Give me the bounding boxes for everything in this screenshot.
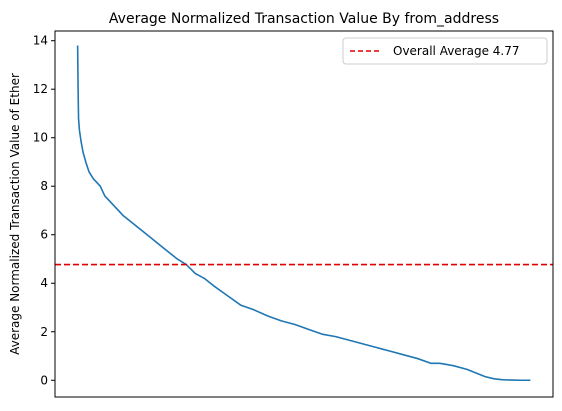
plot-frame <box>54 30 554 398</box>
y-tick-label: 10 <box>33 131 48 145</box>
y-tick-label: 14 <box>33 34 48 48</box>
y-tick-label: 0 <box>40 373 48 387</box>
chart-title: Average Normalized Transaction Value By … <box>109 11 499 27</box>
plot-area <box>55 45 553 382</box>
legend-label-overall-average: Overall Average 4.77 <box>393 44 520 58</box>
y-axis-label: Average Normalized Transaction Value of … <box>8 73 22 355</box>
y-tick-label: 8 <box>40 179 48 193</box>
y-tick-label: 4 <box>40 276 48 290</box>
y-tick-label: 12 <box>33 82 48 96</box>
legend: Overall Average 4.77 <box>342 37 548 65</box>
y-axis-ticks: 0 2 4 6 8 10 12 14 <box>33 34 55 387</box>
y-tick-label: 2 <box>40 325 48 339</box>
series-line-0 <box>76 45 531 382</box>
legend-box <box>342 37 548 65</box>
y-tick-label: 6 <box>40 228 48 242</box>
